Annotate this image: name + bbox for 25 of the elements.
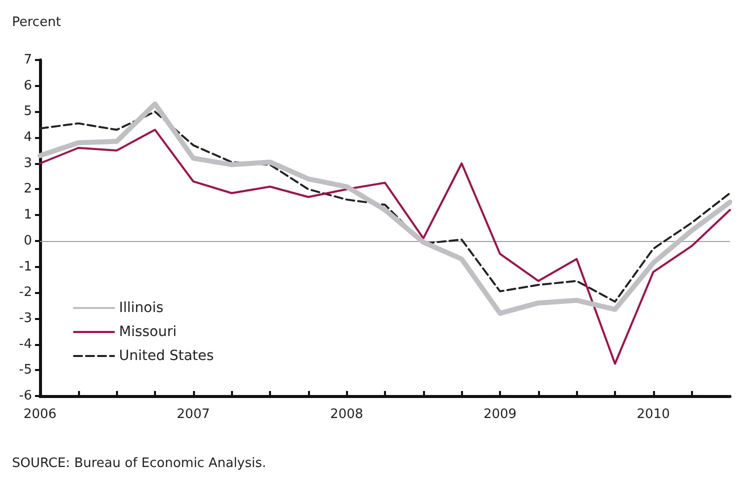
legend-label: Missouri [119,324,177,340]
y-tick-label: 1 [24,208,32,223]
line-series [39,128,731,365]
x-tick-label: 2009 [483,407,517,422]
legend-label: Illinois [119,300,164,316]
y-tick-label: 6 [24,78,32,94]
y-tick-label: 4 [24,130,32,146]
y-tick-label: -6 [19,388,32,404]
x-tick-label: 2008 [330,407,364,422]
y-tick-label: 3 [24,156,32,171]
y-axis-title: Percent [12,15,61,30]
y-tick-label: 7 [24,52,32,68]
source-note: SOURCE: Bureau of Economic Analysis. [12,456,266,471]
x-tick-label: 2006 [23,407,57,422]
x-tick-label: 2010 [636,407,670,422]
y-tick-label: -1 [19,259,32,274]
y-tick-label: -3 [19,310,32,326]
y-tick-label: -5 [19,362,32,378]
y-tick-label: -4 [19,336,32,352]
legend-label: United States [119,348,214,364]
y-tick-label: 0 [24,233,32,248]
y-tick-label: 2 [24,182,32,197]
x-tick-label: 2007 [176,407,210,422]
y-tick-label: -2 [19,285,32,300]
y-tick-label: 5 [24,104,32,120]
